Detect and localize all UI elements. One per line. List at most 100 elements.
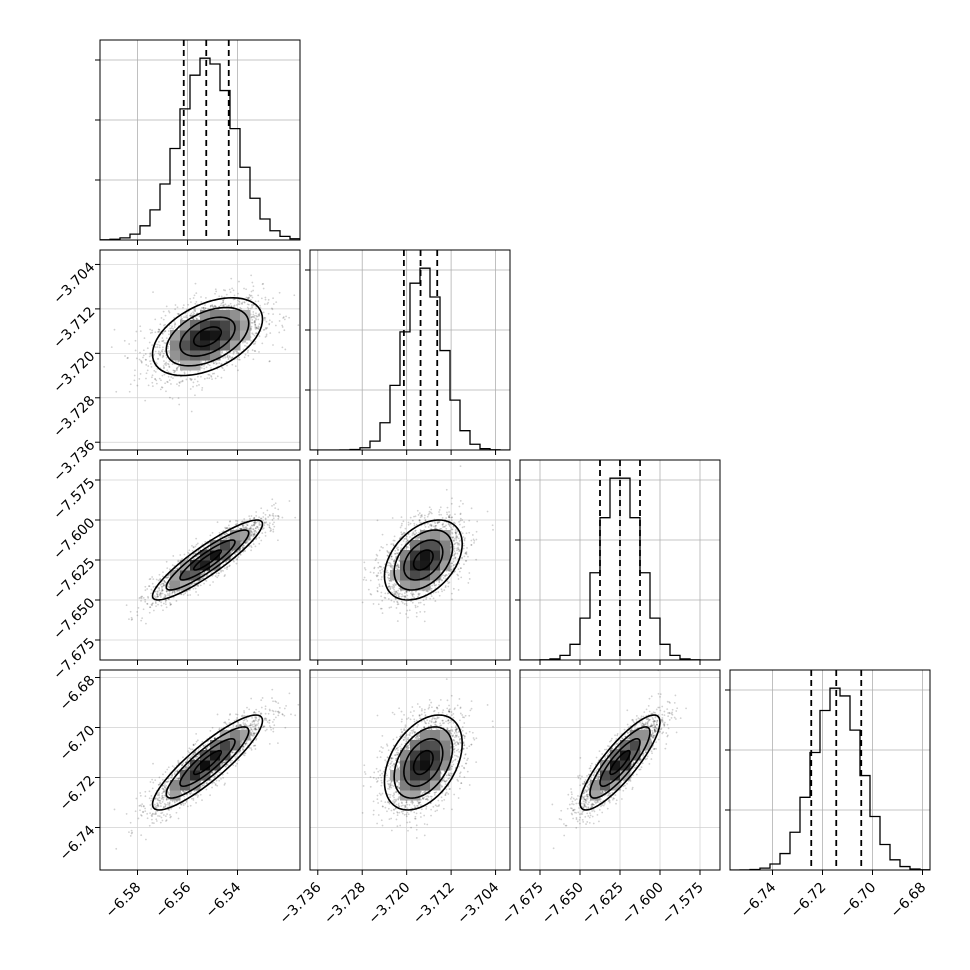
scatter-point bbox=[224, 538, 226, 540]
scatter-point bbox=[393, 584, 395, 587]
scatter-point bbox=[172, 591, 174, 593]
scatter-point bbox=[253, 316, 256, 319]
scatter-point bbox=[169, 602, 171, 604]
scatter-point bbox=[251, 319, 254, 321]
scatter-point bbox=[159, 578, 162, 580]
scatter-point bbox=[171, 363, 174, 366]
scatter-point bbox=[224, 567, 226, 570]
scatter-point bbox=[278, 331, 281, 334]
scatter-point bbox=[162, 340, 164, 343]
scatter-point bbox=[264, 318, 266, 321]
scatter-point bbox=[442, 526, 444, 528]
scatter-point bbox=[177, 560, 179, 563]
scatter-point bbox=[211, 304, 214, 306]
scatter-point bbox=[419, 521, 422, 524]
scatter-point bbox=[160, 317, 163, 319]
scatter-point bbox=[252, 535, 255, 538]
scatter-point bbox=[272, 297, 274, 300]
scatter-point bbox=[113, 328, 116, 331]
scatter-point bbox=[253, 314, 256, 317]
scatter-point bbox=[157, 350, 160, 353]
scatter-point bbox=[225, 566, 228, 569]
scatter-point bbox=[211, 531, 214, 534]
scatter-point bbox=[264, 298, 267, 301]
scatter-point bbox=[417, 538, 419, 541]
scatter-point bbox=[231, 356, 234, 359]
scatter-point bbox=[200, 367, 203, 369]
scatter-point bbox=[219, 304, 222, 307]
scatter-point bbox=[378, 585, 381, 588]
scatter-point bbox=[231, 287, 234, 290]
scatter-point bbox=[242, 520, 245, 523]
scatter-point bbox=[274, 515, 277, 517]
scatter-point bbox=[140, 597, 143, 600]
scatter-point bbox=[227, 304, 230, 307]
scatter-point bbox=[153, 353, 155, 356]
scatter-point bbox=[218, 362, 221, 365]
scatter-point bbox=[157, 331, 159, 333]
scatter-point bbox=[392, 587, 394, 589]
scatter-point bbox=[252, 534, 255, 536]
scatter-point bbox=[452, 525, 455, 528]
scatter-point bbox=[158, 587, 160, 590]
scatter-point bbox=[160, 350, 163, 352]
scatter-point bbox=[218, 531, 221, 534]
scatter-point bbox=[168, 584, 171, 587]
scatter-point bbox=[168, 360, 171, 363]
scatter-point bbox=[175, 367, 178, 370]
scatter-point bbox=[372, 571, 375, 574]
scatter-point bbox=[162, 339, 165, 342]
scatter-point bbox=[162, 324, 165, 327]
scatter-point bbox=[214, 292, 216, 295]
scatter-point bbox=[140, 599, 142, 602]
scatter-point bbox=[215, 363, 218, 365]
scatter-point bbox=[208, 364, 211, 367]
scatter-point bbox=[252, 528, 255, 531]
scatter-point bbox=[190, 378, 193, 381]
scatter-point bbox=[245, 296, 248, 299]
scatter-point bbox=[376, 575, 378, 578]
scatter-point bbox=[273, 503, 275, 506]
scatter-point bbox=[258, 312, 261, 315]
scatter-point bbox=[254, 350, 257, 353]
scatter-point bbox=[253, 334, 256, 337]
scatter-point bbox=[151, 344, 154, 346]
scatter-point bbox=[221, 530, 224, 533]
scatter-point bbox=[255, 327, 258, 330]
scatter-point bbox=[222, 357, 224, 359]
scatter-point bbox=[110, 346, 113, 348]
scatter-point bbox=[165, 364, 167, 367]
scatter-point bbox=[218, 305, 221, 308]
scatter-point bbox=[195, 384, 198, 387]
density-bin bbox=[180, 330, 191, 341]
scatter-point bbox=[174, 308, 177, 311]
scatter-point bbox=[167, 375, 170, 378]
scatter-point bbox=[243, 340, 246, 343]
scatter-point bbox=[448, 516, 451, 519]
scatter-point bbox=[283, 329, 286, 332]
scatter-point bbox=[172, 369, 175, 372]
scatter-point bbox=[210, 304, 212, 307]
scatter-point bbox=[222, 305, 225, 308]
scatter-point bbox=[163, 373, 166, 376]
scatter-point bbox=[253, 533, 256, 536]
scatter-point bbox=[266, 327, 269, 329]
scatter-point bbox=[222, 304, 225, 306]
scatter-point bbox=[159, 353, 162, 356]
scatter-point bbox=[239, 527, 242, 530]
scatter-point bbox=[252, 311, 255, 313]
scatter-point bbox=[221, 367, 224, 370]
scatter-point bbox=[159, 592, 162, 595]
scatter-point bbox=[265, 335, 268, 337]
scatter-point bbox=[140, 360, 143, 363]
scatter-point bbox=[388, 579, 391, 582]
scatter-point bbox=[166, 576, 169, 579]
scatter-point bbox=[253, 516, 256, 519]
scatter-point bbox=[145, 377, 147, 380]
scatter-point bbox=[220, 376, 223, 379]
scatter-point bbox=[130, 619, 133, 621]
scatter-point bbox=[144, 600, 147, 603]
scatter-point bbox=[224, 533, 226, 536]
scatter-point bbox=[381, 612, 384, 614]
scatter-point bbox=[364, 568, 367, 571]
